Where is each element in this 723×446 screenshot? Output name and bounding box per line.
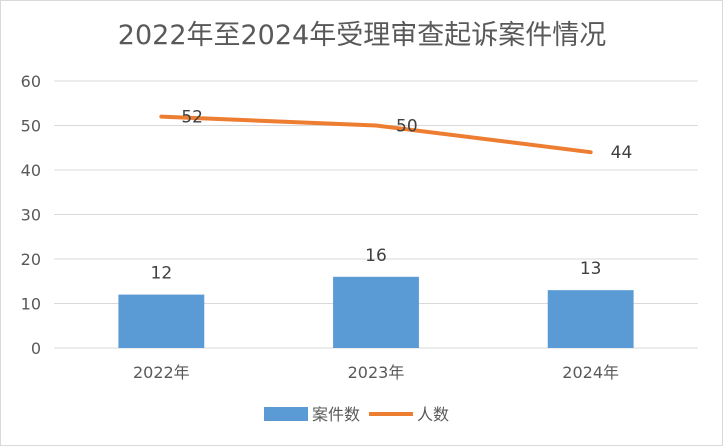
legend: 案件数 人数 <box>264 405 449 424</box>
x-tick-label: 2023年 <box>348 363 405 382</box>
y-axis-ticks: 0 10 20 30 40 50 60 <box>21 72 41 358</box>
legend-label: 案件数 <box>312 405 360 424</box>
y-tick-label: 10 <box>21 295 41 314</box>
bar-series <box>118 276 634 348</box>
chart-title: 2022年至2024年受理审查起诉案件情况 <box>118 20 606 51</box>
y-tick-label: 30 <box>21 206 41 225</box>
line-data-label: 44 <box>611 143 633 163</box>
y-tick-label: 0 <box>31 339 41 358</box>
x-tick-label: 2024年 <box>562 363 619 382</box>
legend-label: 人数 <box>417 405 449 424</box>
line-series <box>159 114 593 155</box>
bar-data-label: 13 <box>580 259 602 279</box>
bar <box>333 276 419 348</box>
bar-data-label: 12 <box>151 264 173 284</box>
line-data-label: 52 <box>181 108 203 128</box>
legend-swatch-bar <box>264 407 308 421</box>
bar-data-label: 16 <box>365 246 387 266</box>
y-tick-label: 20 <box>21 250 41 269</box>
data-labels: 12 16 13 52 50 44 <box>151 108 633 284</box>
y-tick-label: 40 <box>21 161 41 180</box>
y-tick-label: 60 <box>21 72 41 91</box>
line-series-path <box>159 114 593 155</box>
line-data-label: 50 <box>396 117 418 137</box>
bar <box>547 290 634 348</box>
y-tick-label: 50 <box>21 117 41 136</box>
x-tick-label: 2022年 <box>133 363 190 382</box>
x-axis-ticks: 2022年 2023年 2024年 <box>133 363 619 382</box>
bar <box>118 294 205 348</box>
